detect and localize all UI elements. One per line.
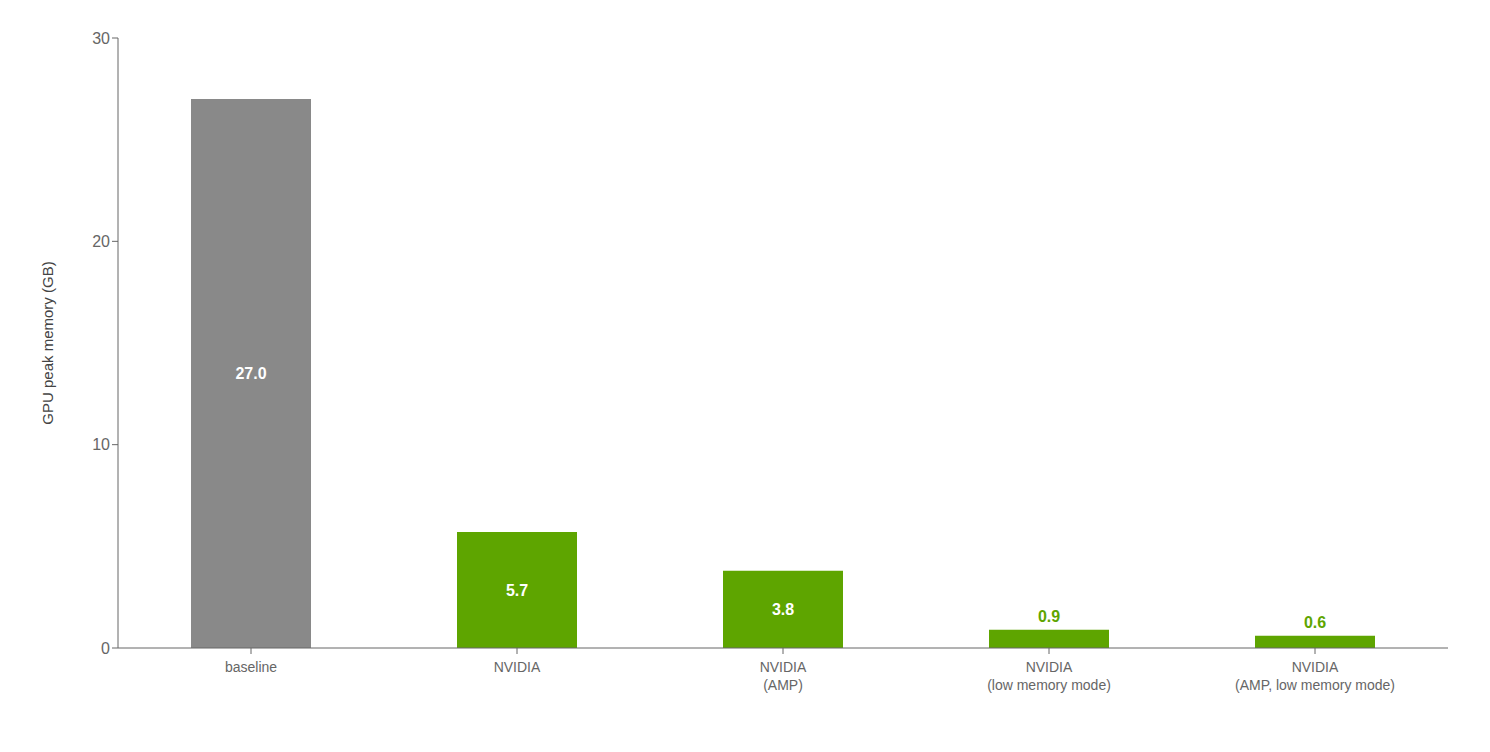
svg-text:0.9: 0.9	[1038, 608, 1060, 625]
svg-text:NVIDIA(low memory mode): NVIDIA(low memory mode)	[987, 659, 1111, 693]
svg-text:27.0: 27.0	[235, 365, 266, 382]
svg-text:NVIDIA: NVIDIA	[494, 659, 541, 675]
svg-text:5.7: 5.7	[506, 582, 528, 599]
svg-text:3.8: 3.8	[772, 601, 794, 618]
svg-text:GPU peak memory (GB): GPU peak memory (GB)	[39, 261, 56, 424]
svg-text:20: 20	[92, 233, 110, 250]
svg-text:NVIDIA(AMP, low memory mode): NVIDIA(AMP, low memory mode)	[1235, 659, 1395, 693]
svg-text:0: 0	[101, 640, 110, 657]
svg-text:baseline: baseline	[225, 659, 277, 675]
svg-text:30: 30	[92, 30, 110, 47]
svg-text:NVIDIA(AMP): NVIDIA(AMP)	[760, 659, 807, 693]
svg-text:10: 10	[92, 436, 110, 453]
svg-text:0.6: 0.6	[1304, 614, 1326, 631]
